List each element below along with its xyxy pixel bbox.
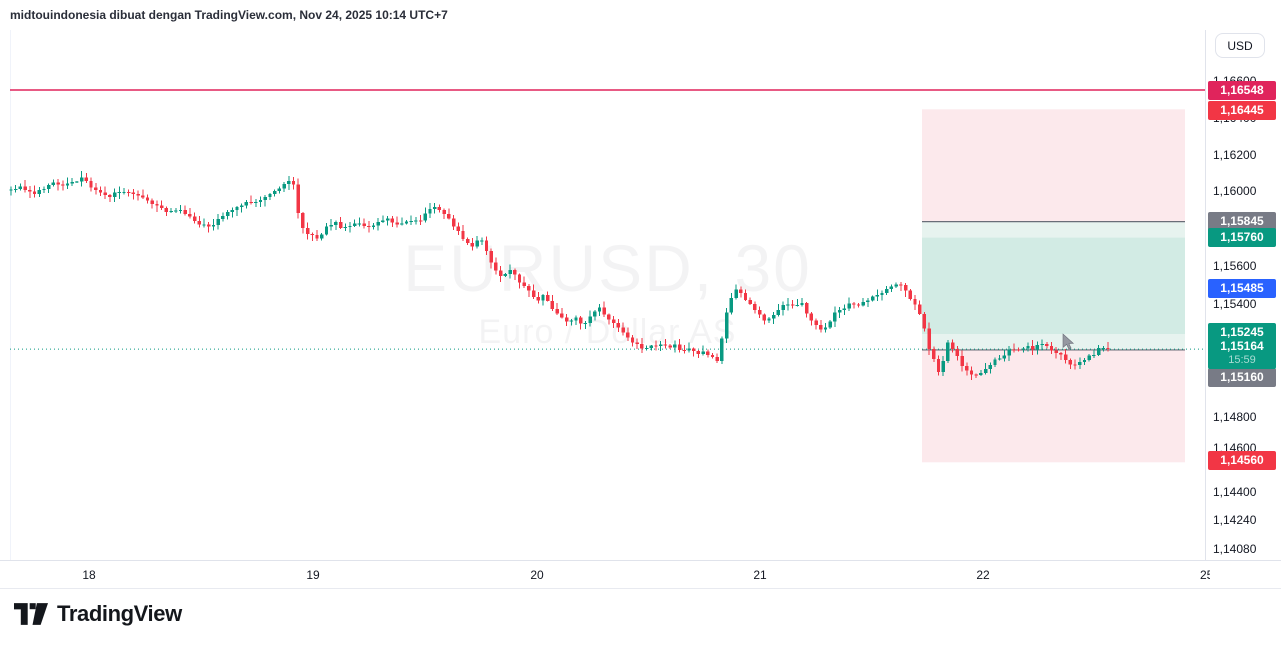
time-tick-label: 20 [530,568,544,582]
price-tick-label: 1,16200 [1213,148,1257,162]
position-zone-2[interactable] [922,237,1185,335]
current-price-label: 1,15164 15:59 [1208,337,1276,369]
pane-left-gridline [10,30,11,560]
price-tick-label: 1,14400 [1213,485,1257,499]
long-target-price-label: 1,15760 [1208,227,1276,247]
time-axis[interactable]: 18 19 20 21 22 25 [0,560,1281,589]
attribution-text: midtouindonesia dibuat dengan TradingVie… [10,8,448,22]
tradingview-logo-icon [14,602,48,625]
tradingview-logo-text: TradingView [57,601,182,626]
time-tick-label: 19 [306,568,320,582]
price-tick-label: 1,15600 [1213,259,1257,273]
position-zone-0[interactable] [922,109,1185,222]
price-tick-label: 1,15400 [1213,297,1257,311]
price-tick-label: 1,16000 [1213,184,1257,198]
short-target-price-label: 1,15245 [1208,322,1276,342]
short-entry-price-label: 1,15845 [1208,211,1276,231]
mouse-cursor-icon [1062,333,1075,350]
time-tick-label-clipped: 25 [1200,568,1210,582]
currency-toggle-button[interactable]: USD [1215,33,1265,58]
price-tick-label: 1,14240 [1213,513,1257,527]
time-tick-label: 21 [753,568,767,582]
price-axis[interactable]: USD 1,166001,164001,162001,160001,156001… [1205,30,1281,560]
tradingview-logo[interactable]: TradingView [14,601,182,627]
watermark-description: Euro / Dollar AS [478,313,737,351]
order-price-label: 1,15485 [1208,278,1276,298]
time-tick-label: 18 [82,568,96,582]
position-zone-3[interactable] [922,334,1185,350]
short-stop-price-label: 1,16445 [1208,100,1276,120]
alert-price-label: 1,16548 [1208,80,1276,100]
price-tick-label: 1,14800 [1213,410,1257,424]
price-tick-label: 1,14080 [1213,542,1257,556]
long-entry-price-label: 1,15160 [1208,367,1276,387]
position-zone-1[interactable] [922,221,1185,238]
long-stop-price-label: 1,14560 [1208,450,1276,470]
time-tick-label: 22 [976,568,990,582]
position-zone-4[interactable] [922,349,1185,463]
watermark-symbol: EURUSD, 30 [403,231,812,305]
candles-group [9,171,1110,380]
